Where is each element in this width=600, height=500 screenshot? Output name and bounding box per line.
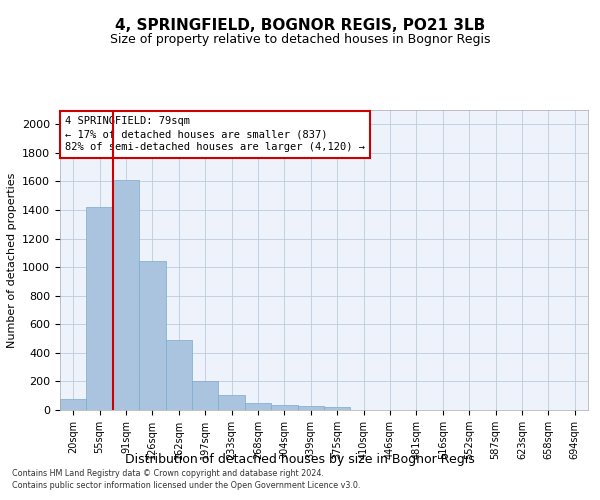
Bar [271, 405, 298, 410]
Text: Size of property relative to detached houses in Bognor Regis: Size of property relative to detached ho… [110, 32, 490, 46]
Bar [192, 380, 218, 410]
Bar [60, 398, 86, 410]
Text: Contains public sector information licensed under the Open Government Licence v3: Contains public sector information licen… [12, 481, 361, 490]
Bar [139, 260, 166, 410]
Text: Contains HM Land Registry data © Crown copyright and database right 2024.: Contains HM Land Registry data © Crown c… [12, 468, 324, 477]
Y-axis label: Number of detached properties: Number of detached properties [7, 172, 17, 348]
Bar [113, 180, 139, 410]
Bar [166, 340, 192, 410]
Bar [86, 207, 113, 410]
Bar [298, 406, 324, 410]
Text: 4 SPRINGFIELD: 79sqm
← 17% of detached houses are smaller (837)
82% of semi-deta: 4 SPRINGFIELD: 79sqm ← 17% of detached h… [65, 116, 365, 152]
Bar [324, 408, 350, 410]
Text: 4, SPRINGFIELD, BOGNOR REGIS, PO21 3LB: 4, SPRINGFIELD, BOGNOR REGIS, PO21 3LB [115, 18, 485, 32]
Bar [218, 395, 245, 410]
Bar [245, 403, 271, 410]
Text: Distribution of detached houses by size in Bognor Regis: Distribution of detached houses by size … [125, 452, 475, 466]
